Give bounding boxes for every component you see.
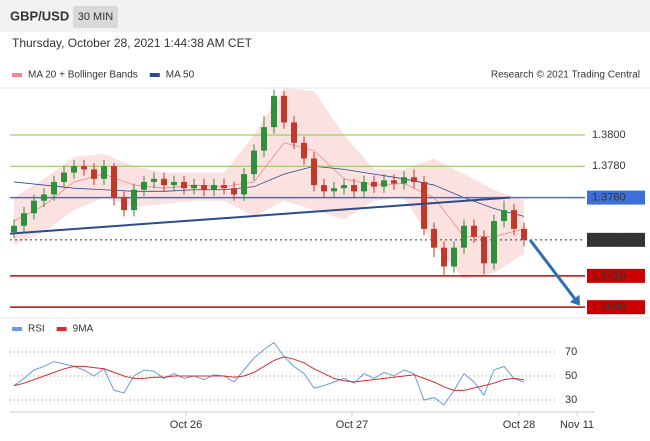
candle-body bbox=[451, 247, 457, 267]
forecast-arrow bbox=[528, 238, 576, 300]
y-tick-label: 30 bbox=[565, 394, 577, 406]
timeframe: 30 MIN bbox=[78, 11, 114, 23]
datetime: Thursday, October 28, 2021 1:44:38 AM CE… bbox=[12, 36, 253, 50]
candle-body bbox=[301, 142, 307, 159]
candle-body bbox=[361, 181, 367, 192]
candle-body bbox=[81, 166, 87, 170]
candle-body bbox=[341, 185, 347, 189]
candle-body bbox=[521, 228, 527, 240]
candle-body bbox=[351, 185, 357, 192]
x-tick-label: Oct 28 bbox=[503, 419, 535, 431]
candle-body bbox=[281, 95, 287, 123]
candle-body bbox=[221, 185, 227, 189]
candle-body bbox=[21, 213, 27, 226]
candle-body bbox=[31, 200, 37, 214]
candle-body bbox=[41, 194, 47, 201]
candle-body bbox=[211, 185, 217, 190]
candle-body bbox=[491, 221, 497, 264]
candle-body bbox=[141, 181, 147, 190]
indicator-line bbox=[13, 356, 525, 391]
candle-body bbox=[251, 150, 257, 175]
candle-body bbox=[191, 185, 197, 189]
candle-body bbox=[11, 225, 17, 233]
level-label: 1.3800 bbox=[592, 129, 626, 141]
candle-body bbox=[311, 158, 317, 186]
candle-body bbox=[161, 178, 167, 186]
candle-body bbox=[51, 181, 57, 195]
level-label-box bbox=[587, 300, 645, 315]
timeframe-badge bbox=[73, 6, 118, 28]
level-label-box bbox=[587, 268, 645, 283]
candle-body bbox=[411, 177, 417, 182]
candle-body bbox=[111, 166, 117, 198]
x-tick-label: Nov 11 bbox=[560, 419, 594, 431]
candle-body bbox=[201, 185, 207, 190]
legend-label: MA 20 + Bollinger Bands bbox=[28, 70, 138, 81]
candle-body bbox=[91, 169, 97, 179]
symbol: GBP/USD bbox=[10, 8, 69, 23]
ma-line bbox=[13, 165, 525, 217]
level-label: 1.3690 bbox=[592, 301, 626, 313]
x-tick-label: Oct 26 bbox=[170, 419, 202, 431]
candle-body bbox=[421, 181, 427, 229]
candle-body bbox=[171, 181, 177, 186]
candle-body bbox=[231, 188, 237, 195]
candle-body bbox=[471, 225, 477, 237]
candle-body bbox=[131, 189, 137, 211]
candle-body bbox=[391, 180, 397, 184]
candle-body bbox=[101, 166, 107, 179]
candle-body bbox=[321, 185, 327, 192]
legend-label: 9MA bbox=[73, 324, 94, 335]
x-tick-label: Oct 27 bbox=[336, 419, 368, 431]
legend-swatch bbox=[56, 327, 67, 331]
candle-body bbox=[271, 95, 277, 128]
ma-line bbox=[13, 142, 525, 238]
bollinger-band bbox=[14, 88, 524, 279]
legend-label: RSI bbox=[28, 324, 45, 335]
level-label-box bbox=[587, 232, 645, 247]
level-label-box bbox=[587, 190, 645, 205]
candle-body bbox=[241, 174, 247, 195]
candle-body bbox=[291, 122, 297, 143]
trendline bbox=[9, 196, 511, 235]
candle-body bbox=[71, 166, 77, 173]
candle-body bbox=[431, 228, 437, 248]
candle-body bbox=[401, 177, 407, 184]
candle-body bbox=[371, 181, 377, 187]
candle-body bbox=[261, 127, 267, 151]
level-label: 1.3710 bbox=[592, 270, 626, 282]
legend-swatch bbox=[12, 73, 22, 77]
candle-body bbox=[441, 247, 447, 267]
indicator-line bbox=[13, 341, 525, 406]
legend-swatch bbox=[149, 73, 160, 77]
candle-body bbox=[501, 210, 507, 222]
candle-body bbox=[331, 188, 337, 192]
candle-body bbox=[381, 180, 387, 187]
legend-swatch bbox=[12, 327, 22, 331]
level-label: 1.3780 bbox=[592, 160, 626, 172]
level-label: 1.3733 bbox=[592, 234, 626, 246]
candle-body bbox=[181, 181, 187, 189]
candle-body bbox=[481, 236, 487, 264]
arrow-head bbox=[569, 294, 580, 306]
y-tick-label: 50 bbox=[565, 370, 577, 382]
candle-body bbox=[61, 172, 67, 182]
candle-body bbox=[461, 225, 467, 248]
legend-label: MA 50 bbox=[166, 70, 195, 81]
level-label: 1.3760 bbox=[592, 191, 626, 203]
y-tick-label: 70 bbox=[565, 346, 577, 358]
candle-body bbox=[511, 210, 517, 229]
credit: Research © 2021 Trading Central bbox=[491, 70, 640, 81]
candle-body bbox=[121, 197, 127, 211]
candle-body bbox=[151, 178, 157, 182]
